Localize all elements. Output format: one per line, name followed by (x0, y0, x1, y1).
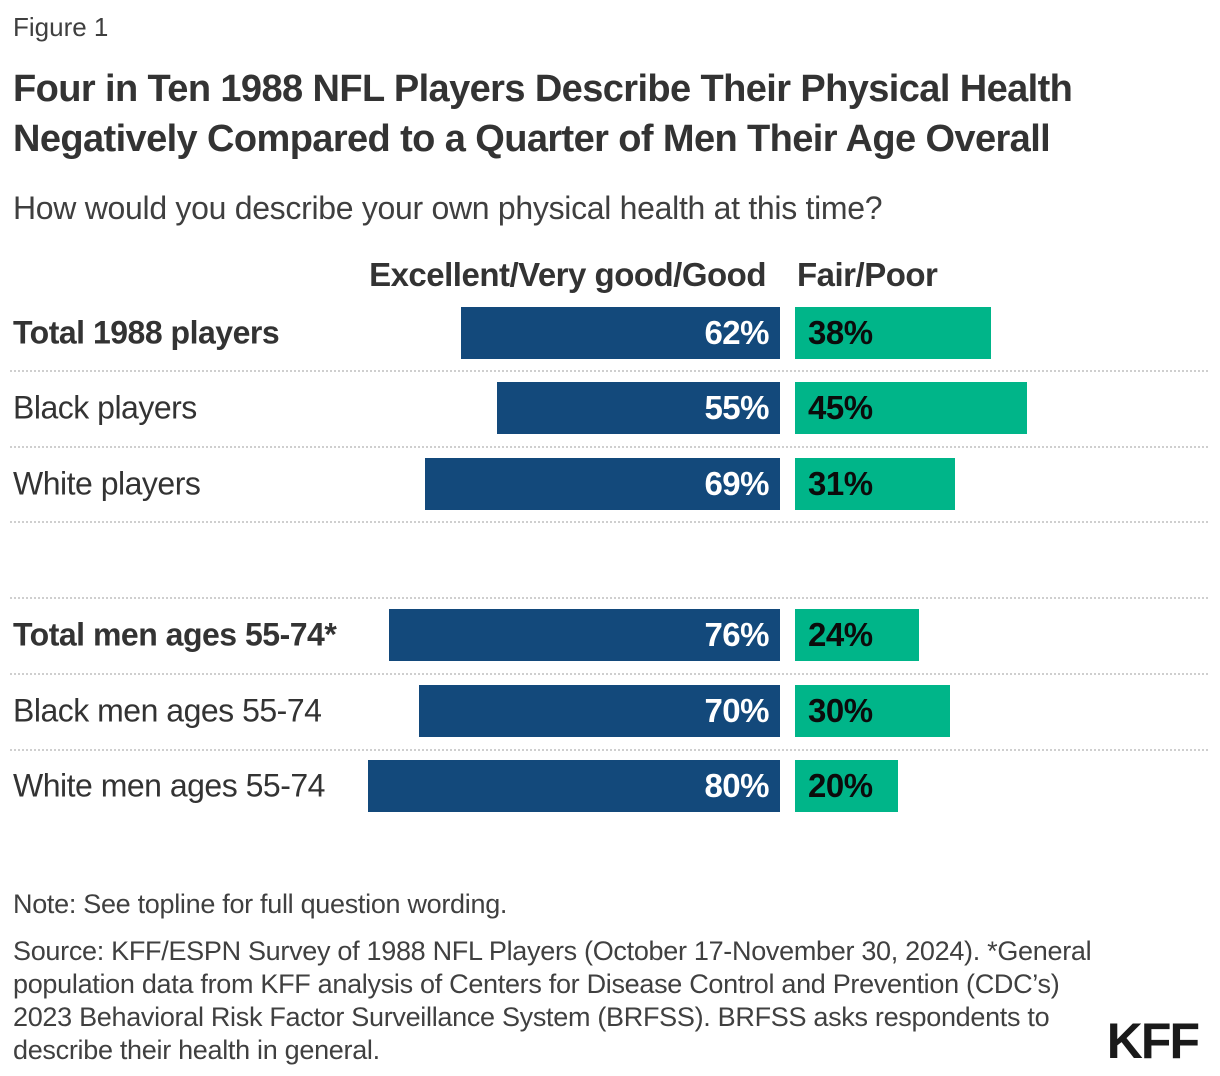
row-separator (10, 521, 1208, 523)
fair-poor-bar: 38% (795, 307, 991, 359)
chart-title-line-1: Four in Ten 1988 NFL Players Describe Th… (13, 68, 1073, 110)
bar-value-label: 76% (704, 616, 769, 653)
excellent-bar: 80% (368, 760, 780, 812)
excellent-bar: 69% (425, 458, 780, 510)
bar-value-label: 70% (704, 692, 769, 729)
category-label: Black players (13, 389, 197, 426)
source-line: describe their health in general. (13, 1035, 380, 1065)
column-header-excellent: Excellent/Very good/Good (369, 256, 766, 293)
row-separator (10, 370, 1208, 372)
excellent-bar: 70% (419, 685, 780, 737)
chart-row: Total men ages 55-74* 76% 24% (0, 609, 1220, 661)
bar-value-label: 20% (808, 767, 873, 804)
bar-value-label: 69% (704, 465, 769, 502)
row-separator (10, 446, 1208, 448)
figure-label: Figure 1 (13, 12, 109, 42)
row-separator (10, 749, 1208, 751)
row-separator (10, 673, 1208, 675)
source-line: 2023 Behavioral Risk Factor Surveillance… (13, 1002, 1050, 1032)
chart-row: White players 69% 31% (0, 458, 1220, 510)
fair-poor-bar: 30% (795, 685, 950, 737)
excellent-bar: 55% (497, 382, 780, 434)
note-text: Note: See topline for full question word… (13, 889, 508, 919)
category-label: White men ages 55-74 (13, 767, 325, 804)
fair-poor-bar: 24% (795, 609, 919, 661)
chart-row: Total 1988 players 62% 38% (0, 307, 1220, 359)
category-label: White players (13, 465, 201, 502)
row-separator (10, 597, 1208, 599)
excellent-bar: 76% (389, 609, 780, 661)
bar-value-label: 30% (808, 692, 873, 729)
bar-value-label: 62% (704, 314, 769, 351)
fair-poor-bar: 45% (795, 382, 1027, 434)
bar-value-label: 80% (704, 767, 769, 804)
source-line: Source: KFF/ESPN Survey of 1988 NFL Play… (13, 936, 1092, 966)
category-label: Total 1988 players (13, 314, 280, 351)
bar-value-label: 55% (704, 389, 769, 426)
bar-value-label: 45% (808, 389, 873, 426)
chart-title-line-2: Negatively Compared to a Quarter of Men … (13, 118, 1051, 160)
excellent-bar: 62% (461, 307, 780, 359)
kff-logo: KFF (1106, 1013, 1200, 1069)
category-label: Total men ages 55-74* (13, 616, 337, 653)
chart-title: Four in Ten 1988 NFL Players Describe Th… (13, 64, 1073, 164)
chart-row: White men ages 55-74 80% 20% (0, 760, 1220, 812)
chart-subtitle: How would you describe your own physical… (13, 190, 883, 226)
bar-value-label: 38% (808, 314, 873, 351)
bar-value-label: 31% (808, 465, 873, 502)
source-text: Source: KFF/ESPN Survey of 1988 NFL Play… (13, 935, 1092, 1067)
chart-row: Black players 55% 45% (0, 382, 1220, 434)
chart-row: Black men ages 55-74 70% 30% (0, 685, 1220, 737)
category-label: Black men ages 55-74 (13, 692, 322, 729)
fair-poor-bar: 20% (795, 760, 898, 812)
column-header-fair-poor: Fair/Poor (797, 256, 938, 293)
source-line: population data from KFF analysis of Cen… (13, 969, 1060, 999)
bar-value-label: 24% (808, 616, 873, 653)
fair-poor-bar: 31% (795, 458, 955, 510)
